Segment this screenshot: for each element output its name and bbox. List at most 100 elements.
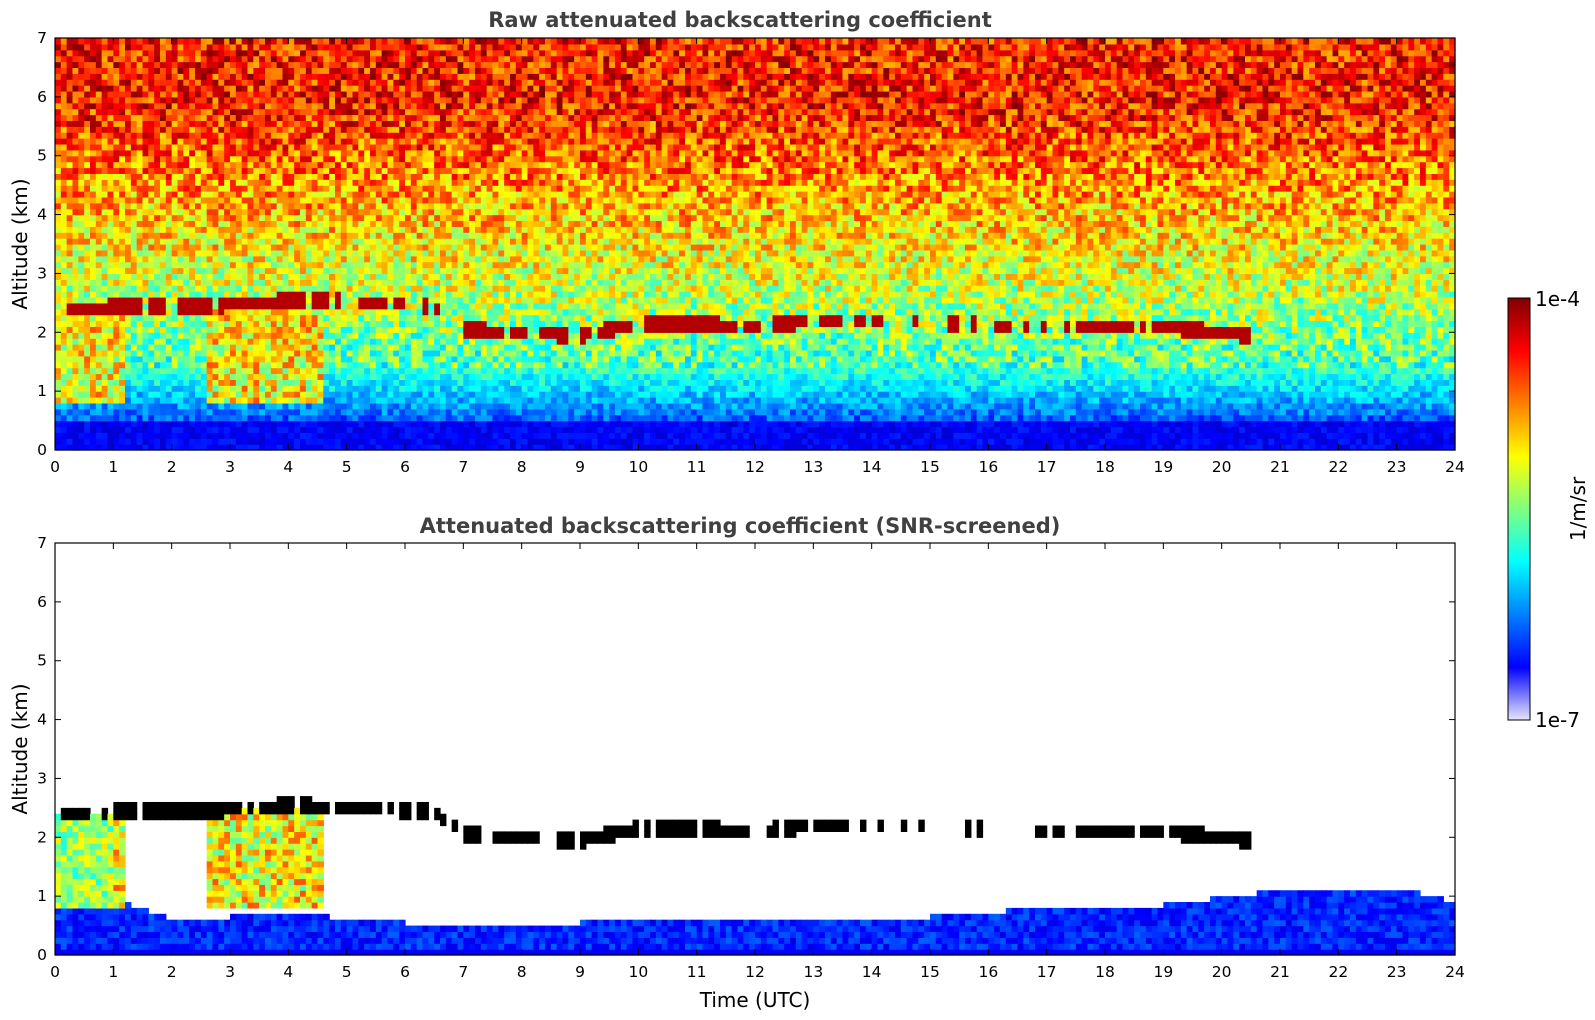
heatmap-cell — [218, 314, 225, 322]
heatmap-cell — [399, 367, 406, 375]
heatmap-cell — [457, 55, 464, 63]
heatmap-cell — [387, 385, 394, 392]
heatmap-cell — [195, 161, 202, 169]
heatmap-cell — [270, 191, 278, 198]
heatmap-cell — [405, 138, 412, 145]
heatmap-cell — [463, 79, 470, 86]
heatmap-cell — [195, 255, 202, 263]
heatmap-cell — [218, 361, 225, 369]
heatmap-cell — [393, 302, 400, 310]
heatmap-cell — [241, 132, 249, 139]
heatmap-cell — [241, 267, 249, 275]
heatmap-cell — [130, 232, 138, 239]
heatmap-cell — [177, 73, 184, 80]
heatmap-cell — [206, 314, 214, 322]
heatmap-cell — [60, 355, 68, 363]
heatmap-cell — [445, 179, 453, 186]
heatmap-cell — [218, 208, 225, 216]
heatmap-cell — [352, 79, 359, 86]
heatmap-cell — [282, 214, 289, 222]
heatmap-cell — [148, 444, 155, 451]
heatmap-cell — [200, 90, 208, 98]
heatmap-cell — [183, 114, 190, 121]
heatmap-cell — [148, 344, 155, 351]
heatmap-cell — [241, 320, 249, 327]
heatmap-cell — [72, 220, 79, 227]
heatmap-cell — [381, 355, 389, 363]
heatmap-cell — [72, 285, 79, 292]
heatmap-cell — [218, 391, 225, 398]
heatmap-cell — [440, 314, 447, 322]
heatmap-cell — [247, 367, 254, 375]
heatmap-cell — [95, 308, 103, 316]
heatmap-cell — [78, 255, 85, 263]
heatmap-cell — [434, 238, 441, 245]
heatmap-cell — [282, 220, 289, 227]
heatmap-cell — [55, 397, 62, 404]
heatmap-cell — [335, 226, 342, 233]
heatmap-cell — [130, 385, 138, 392]
heatmap-cell — [259, 102, 266, 110]
heatmap-cell — [381, 397, 389, 404]
heatmap-cell — [125, 138, 132, 145]
heatmap-cell — [463, 361, 470, 369]
heatmap-cell — [142, 226, 149, 233]
heatmap-cell — [101, 291, 109, 298]
heatmap-cell — [375, 349, 383, 357]
heatmap-cell — [445, 302, 453, 310]
heatmap-cell — [142, 143, 149, 151]
heatmap-cell — [340, 408, 348, 416]
heatmap-cell — [276, 355, 284, 363]
heatmap-cell — [399, 220, 406, 227]
heatmap-cell — [183, 108, 190, 116]
heatmap-cell — [405, 238, 412, 245]
heatmap-cell — [317, 408, 324, 416]
heatmap-cell — [305, 232, 313, 239]
heatmap-cell — [305, 179, 313, 186]
heatmap-cell — [60, 67, 68, 74]
heatmap-cell — [125, 444, 132, 451]
heatmap-cell — [451, 355, 459, 363]
heatmap-cell — [440, 143, 447, 151]
heatmap-cell — [445, 314, 453, 322]
heatmap-cell — [177, 314, 184, 322]
heatmap-cell — [311, 143, 319, 151]
heatmap-cell — [142, 132, 149, 139]
heatmap-cell — [463, 255, 470, 263]
heatmap-cell — [311, 214, 319, 222]
heatmap-cell — [265, 344, 272, 351]
heatmap-cell — [66, 173, 74, 180]
heatmap-cell — [276, 332, 284, 339]
heatmap-cell — [294, 249, 301, 257]
heatmap-cell — [90, 73, 97, 80]
heatmap-cell — [72, 326, 79, 333]
heatmap-cell — [405, 126, 412, 133]
heatmap-cell — [165, 397, 173, 404]
heatmap-cell — [72, 344, 79, 351]
heatmap-cell — [55, 444, 62, 451]
heatmap-cell — [445, 285, 453, 292]
heatmap-cell — [340, 361, 348, 369]
heatmap-cell — [457, 149, 464, 157]
heatmap-cell — [107, 238, 114, 245]
heatmap-cell — [416, 279, 424, 286]
heatmap-cell — [195, 361, 202, 369]
heatmap-cell — [340, 296, 348, 304]
heatmap-cell — [270, 214, 278, 222]
heatmap-cell — [469, 308, 476, 316]
heatmap-cell — [154, 279, 161, 286]
heatmap-cell — [294, 214, 301, 222]
heatmap-cell — [212, 232, 219, 239]
heatmap-cell — [381, 185, 389, 192]
heatmap-cell — [416, 149, 424, 157]
heatmap-cell — [247, 55, 254, 63]
heatmap-cell — [253, 173, 260, 180]
heatmap-cell — [55, 408, 62, 416]
heatmap-cell — [323, 361, 330, 369]
heatmap-cell — [434, 432, 441, 439]
heatmap-cell — [177, 149, 184, 157]
heatmap-cell — [288, 202, 295, 210]
heatmap-cell — [305, 308, 313, 316]
heatmap-cell — [253, 379, 260, 386]
heatmap-cell — [142, 285, 149, 292]
